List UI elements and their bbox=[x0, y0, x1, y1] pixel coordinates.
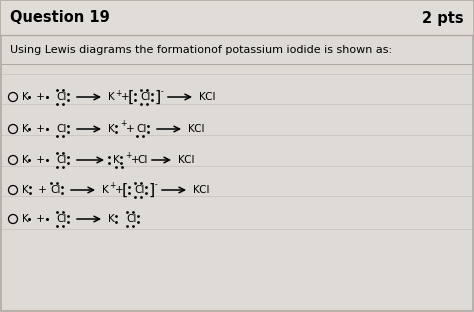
Text: K: K bbox=[22, 124, 29, 134]
Text: KCl: KCl bbox=[193, 185, 210, 195]
Text: +: + bbox=[109, 182, 115, 191]
Text: +: + bbox=[33, 124, 48, 134]
Text: +: + bbox=[33, 155, 48, 165]
Text: Cl: Cl bbox=[56, 214, 66, 224]
FancyBboxPatch shape bbox=[1, 1, 473, 35]
Text: K: K bbox=[108, 214, 115, 224]
Text: Using Lewis diagrams the formation​of potassium iodide is shown as:: Using Lewis diagrams the formation​of po… bbox=[10, 45, 392, 55]
Text: K: K bbox=[22, 92, 29, 102]
Text: -: - bbox=[155, 181, 158, 189]
Text: +: + bbox=[120, 119, 127, 129]
Text: +: + bbox=[33, 92, 48, 102]
Text: K: K bbox=[22, 185, 29, 195]
Text: +: + bbox=[125, 150, 131, 159]
Text: Cl: Cl bbox=[50, 185, 60, 195]
Text: Cl: Cl bbox=[126, 214, 137, 224]
Text: Question 19: Question 19 bbox=[10, 11, 110, 26]
Text: K: K bbox=[113, 155, 120, 165]
Text: +: + bbox=[126, 124, 135, 134]
Text: +: + bbox=[35, 185, 50, 195]
Text: K: K bbox=[108, 92, 115, 102]
Text: [: [ bbox=[122, 183, 128, 197]
Text: KCl: KCl bbox=[188, 124, 204, 134]
Text: Cl: Cl bbox=[136, 124, 146, 134]
Text: [: [ bbox=[128, 90, 134, 105]
Text: +: + bbox=[121, 92, 129, 102]
Text: Cl: Cl bbox=[134, 185, 145, 195]
Text: -: - bbox=[161, 87, 164, 96]
Text: K: K bbox=[22, 155, 29, 165]
Text: +: + bbox=[115, 185, 124, 195]
Text: K: K bbox=[102, 185, 109, 195]
Text: K: K bbox=[108, 124, 115, 134]
Text: 2 pts: 2 pts bbox=[422, 11, 464, 26]
Text: Cl: Cl bbox=[56, 92, 66, 102]
Text: KCl: KCl bbox=[199, 92, 216, 102]
Text: K: K bbox=[22, 214, 29, 224]
Text: Cl: Cl bbox=[56, 124, 66, 134]
Text: Cl: Cl bbox=[56, 155, 66, 165]
Text: ]: ] bbox=[148, 183, 154, 197]
Text: Cl: Cl bbox=[140, 92, 150, 102]
Text: +: + bbox=[131, 155, 140, 165]
Text: KCl: KCl bbox=[178, 155, 194, 165]
Text: ]: ] bbox=[154, 90, 160, 105]
Text: Cl: Cl bbox=[137, 155, 147, 165]
Text: +: + bbox=[33, 214, 48, 224]
Text: +: + bbox=[115, 89, 121, 97]
